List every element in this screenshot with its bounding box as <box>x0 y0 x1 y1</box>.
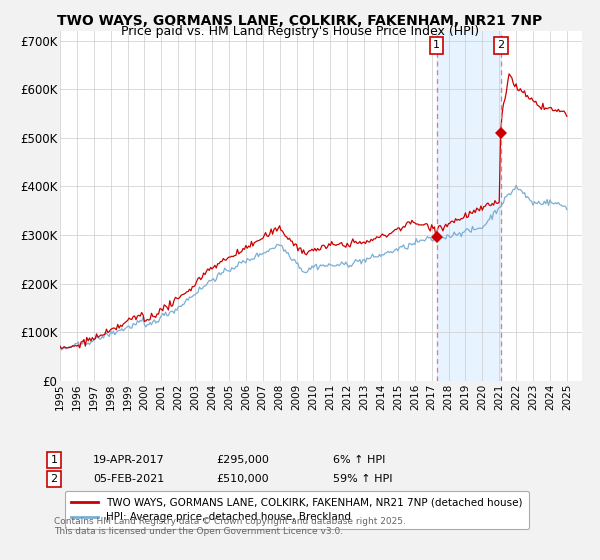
Text: Price paid vs. HM Land Registry's House Price Index (HPI): Price paid vs. HM Land Registry's House … <box>121 25 479 38</box>
Text: 1: 1 <box>50 455 58 465</box>
Text: 19-APR-2017: 19-APR-2017 <box>93 455 165 465</box>
Text: 2: 2 <box>50 474 58 484</box>
Text: £510,000: £510,000 <box>216 474 269 484</box>
Text: 59% ↑ HPI: 59% ↑ HPI <box>333 474 392 484</box>
Text: 2: 2 <box>497 40 505 50</box>
Text: 05-FEB-2021: 05-FEB-2021 <box>93 474 164 484</box>
Text: 1: 1 <box>433 40 440 50</box>
Text: Contains HM Land Registry data © Crown copyright and database right 2025.
This d: Contains HM Land Registry data © Crown c… <box>54 517 406 536</box>
Bar <box>437 31 501 381</box>
Text: 6% ↑ HPI: 6% ↑ HPI <box>333 455 385 465</box>
Legend: TWO WAYS, GORMANS LANE, COLKIRK, FAKENHAM, NR21 7NP (detached house), HPI: Avera: TWO WAYS, GORMANS LANE, COLKIRK, FAKENHA… <box>65 491 529 529</box>
Text: TWO WAYS, GORMANS LANE, COLKIRK, FAKENHAM, NR21 7NP: TWO WAYS, GORMANS LANE, COLKIRK, FAKENHA… <box>58 14 542 28</box>
Text: £295,000: £295,000 <box>216 455 269 465</box>
